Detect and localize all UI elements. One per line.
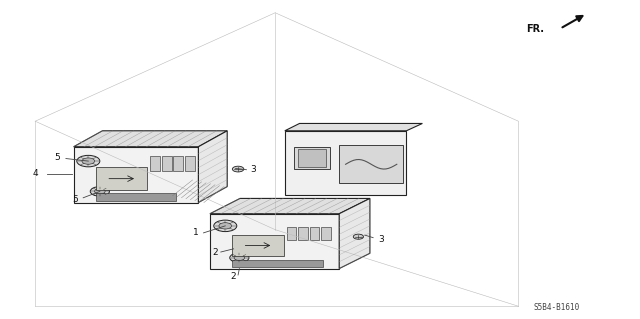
Circle shape xyxy=(95,189,105,194)
Text: 3: 3 xyxy=(378,235,383,244)
Circle shape xyxy=(90,187,109,196)
Bar xyxy=(287,227,296,240)
Polygon shape xyxy=(210,198,370,214)
Circle shape xyxy=(353,234,364,239)
Bar xyxy=(232,260,323,267)
Bar xyxy=(298,227,308,240)
Text: 5: 5 xyxy=(55,153,60,162)
Circle shape xyxy=(234,255,244,260)
Text: S5B4-B1610: S5B4-B1610 xyxy=(534,303,580,312)
Text: 5: 5 xyxy=(73,195,78,204)
Bar xyxy=(150,156,160,171)
Bar xyxy=(96,193,176,201)
Bar xyxy=(162,156,172,171)
Text: 3: 3 xyxy=(250,165,255,174)
Polygon shape xyxy=(210,214,339,269)
Polygon shape xyxy=(285,123,422,131)
Circle shape xyxy=(82,158,95,164)
Text: 4: 4 xyxy=(33,169,38,178)
Bar xyxy=(232,235,284,256)
Text: 2: 2 xyxy=(231,272,236,281)
Circle shape xyxy=(214,220,237,232)
Bar xyxy=(294,147,330,169)
Bar xyxy=(298,149,326,167)
Bar xyxy=(185,156,195,171)
Polygon shape xyxy=(74,131,227,147)
Bar xyxy=(96,167,147,190)
Bar xyxy=(339,145,403,183)
Polygon shape xyxy=(74,147,198,203)
Circle shape xyxy=(232,166,244,172)
Bar xyxy=(310,227,319,240)
Text: FR.: FR. xyxy=(526,24,544,34)
Bar xyxy=(321,227,331,240)
Circle shape xyxy=(77,155,100,167)
Polygon shape xyxy=(285,131,406,195)
Text: 1: 1 xyxy=(193,228,198,237)
Circle shape xyxy=(219,223,232,229)
Polygon shape xyxy=(339,198,370,269)
Circle shape xyxy=(230,253,249,263)
Polygon shape xyxy=(198,131,227,203)
Bar xyxy=(173,156,183,171)
Text: 2: 2 xyxy=(212,249,218,257)
